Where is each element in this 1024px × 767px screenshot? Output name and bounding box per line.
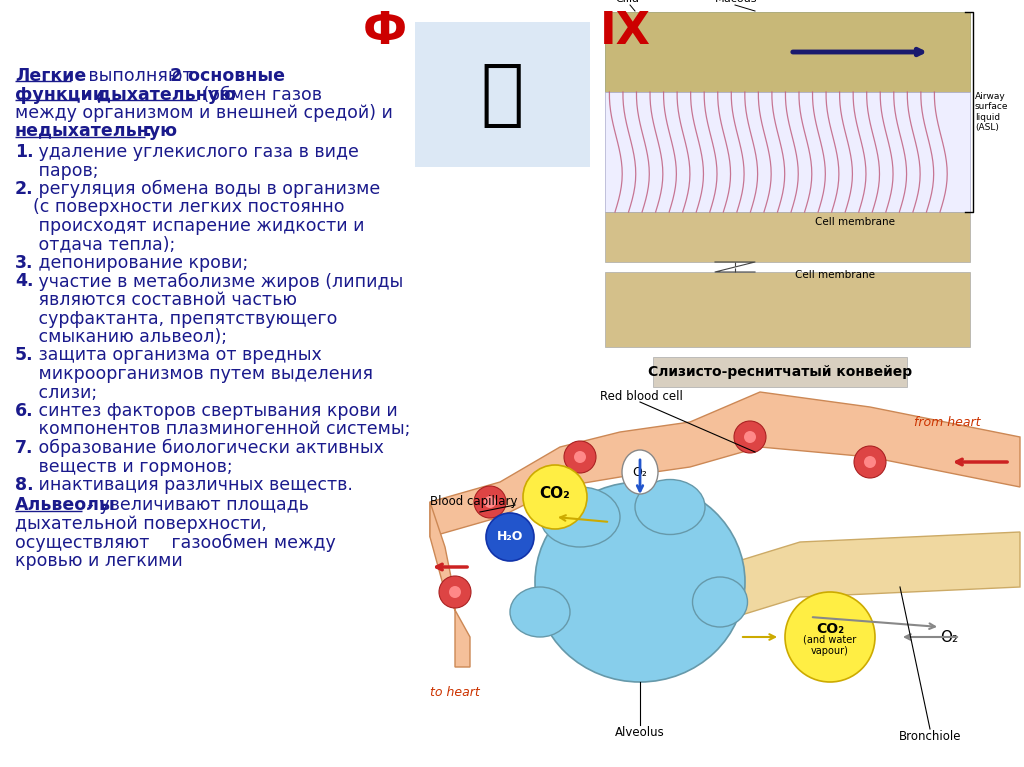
Text: сурфактанта, препятствующего: сурфактанта, препятствующего	[33, 310, 337, 328]
Text: 7.: 7.	[15, 439, 34, 457]
Text: (обмен газов: (обмен газов	[197, 85, 322, 104]
Text: 3.: 3.	[15, 254, 34, 272]
Text: участие в метаболизме жиров (липиды: участие в метаболизме жиров (липиды	[33, 272, 403, 291]
Text: O₂: O₂	[633, 466, 647, 479]
Text: регуляция обмена воды в организме: регуляция обмена воды в организме	[33, 180, 380, 198]
FancyBboxPatch shape	[605, 92, 970, 212]
Text: синтез факторов свертывания крови и: синтез факторов свертывания крови и	[33, 402, 397, 420]
Text: между организмом и внешней средой) и: между организмом и внешней средой) и	[15, 104, 393, 122]
Circle shape	[474, 486, 506, 518]
Text: удаление углекислого газа в виде: удаление углекислого газа в виде	[33, 143, 358, 161]
Text: компонентов плазминогенной системы;: компонентов плазминогенной системы;	[33, 420, 411, 439]
Text: Blood capillary: Blood capillary	[430, 495, 517, 509]
Text: 1.: 1.	[15, 143, 34, 161]
Circle shape	[854, 446, 886, 478]
Text: Alveolus: Alveolus	[615, 726, 665, 739]
FancyBboxPatch shape	[605, 272, 970, 347]
Circle shape	[734, 421, 766, 453]
Text: Легкие: Легкие	[15, 67, 86, 85]
Text: 2 основные: 2 основные	[170, 67, 285, 85]
Text: from heart: from heart	[913, 416, 980, 429]
Text: Airway
surface
liquid
(ASL): Airway surface liquid (ASL)	[975, 92, 1009, 132]
Text: депонирование крови;: депонирование крови;	[33, 254, 248, 272]
Text: недыхательную: недыхательную	[15, 123, 178, 140]
FancyBboxPatch shape	[415, 22, 590, 167]
Text: веществ и гормонов;: веществ и гормонов;	[33, 457, 232, 476]
Text: (and water
vapour): (and water vapour)	[804, 634, 857, 656]
Text: микроорганизмов путем выделения: микроорганизмов путем выделения	[33, 365, 373, 383]
FancyBboxPatch shape	[653, 357, 907, 387]
Text: Bronchiole: Bronchiole	[899, 730, 962, 743]
FancyBboxPatch shape	[605, 12, 970, 92]
Circle shape	[864, 456, 876, 468]
FancyBboxPatch shape	[415, 367, 1020, 757]
Text: отдача тепла);: отдача тепла);	[33, 235, 175, 254]
Text: IX: IX	[600, 11, 650, 54]
Text: происходят испарение жидкости и: происходят испарение жидкости и	[33, 217, 365, 235]
Text: CO₂: CO₂	[540, 486, 570, 501]
Text: осуществляют    газообмен между: осуществляют газообмен между	[15, 534, 336, 551]
Text: -: -	[78, 85, 95, 104]
Text: Cell membrane: Cell membrane	[815, 217, 895, 227]
Text: смыканию альвеол);: смыканию альвеол);	[33, 328, 227, 346]
Circle shape	[449, 586, 461, 598]
Text: Слизисто-реснитчатый конвейер: Слизисто-реснитчатый конвейер	[648, 365, 912, 379]
Text: Альвеолы: Альвеолы	[15, 496, 116, 515]
Text: Red blood cell: Red blood cell	[600, 390, 683, 403]
Circle shape	[574, 451, 586, 463]
Text: 🤧: 🤧	[480, 61, 523, 130]
Ellipse shape	[510, 587, 570, 637]
Ellipse shape	[692, 577, 748, 627]
Text: 6.: 6.	[15, 402, 34, 420]
Circle shape	[486, 513, 534, 561]
Polygon shape	[735, 532, 1020, 617]
Text: 8.: 8.	[15, 476, 34, 494]
Text: слизи;: слизи;	[33, 384, 97, 401]
Circle shape	[564, 441, 596, 473]
Text: CO₂: CO₂	[816, 622, 844, 636]
Text: :: :	[145, 123, 153, 140]
Text: Cilia: Cilia	[615, 0, 639, 4]
Text: (с поверхности легких постоянно: (с поверхности легких постоянно	[33, 199, 344, 216]
Text: - выполняют: - выполняют	[71, 67, 198, 85]
Text: защита организма от вредных: защита организма от вредных	[33, 347, 322, 364]
Text: H₂O: H₂O	[497, 531, 523, 544]
Circle shape	[439, 576, 471, 608]
FancyBboxPatch shape	[605, 212, 970, 262]
FancyBboxPatch shape	[595, 12, 1010, 352]
Polygon shape	[430, 502, 470, 667]
Text: дыхательной поверхности,: дыхательной поверхности,	[15, 515, 267, 533]
Ellipse shape	[535, 482, 745, 682]
Text: Mucous: Mucous	[715, 0, 758, 4]
Text: Ф: Ф	[362, 11, 408, 54]
Polygon shape	[430, 392, 1020, 537]
Text: дыхательную: дыхательную	[97, 85, 236, 104]
Text: кровью и легкими: кровью и легкими	[15, 552, 182, 570]
Text: являются составной частью: являются составной частью	[33, 291, 297, 309]
Circle shape	[744, 431, 756, 443]
Text: функции: функции	[15, 85, 105, 104]
Ellipse shape	[622, 450, 658, 494]
Text: инактивация различных веществ.: инактивация различных веществ.	[33, 476, 353, 494]
Text: образование биологически активных: образование биологически активных	[33, 439, 384, 457]
Circle shape	[523, 465, 587, 529]
Ellipse shape	[540, 487, 620, 547]
Text: - увеличивают площадь: - увеличивают площадь	[82, 496, 309, 515]
Text: 4.: 4.	[15, 272, 34, 291]
Text: to heart: to heart	[430, 686, 480, 699]
Text: O₂: O₂	[940, 630, 958, 644]
Ellipse shape	[635, 479, 705, 535]
Circle shape	[785, 592, 874, 682]
Text: 5.: 5.	[15, 347, 34, 364]
Text: 2.: 2.	[15, 180, 34, 198]
Text: паров;: паров;	[33, 162, 98, 179]
Text: Cell membrane: Cell membrane	[795, 270, 874, 280]
Circle shape	[484, 496, 496, 508]
